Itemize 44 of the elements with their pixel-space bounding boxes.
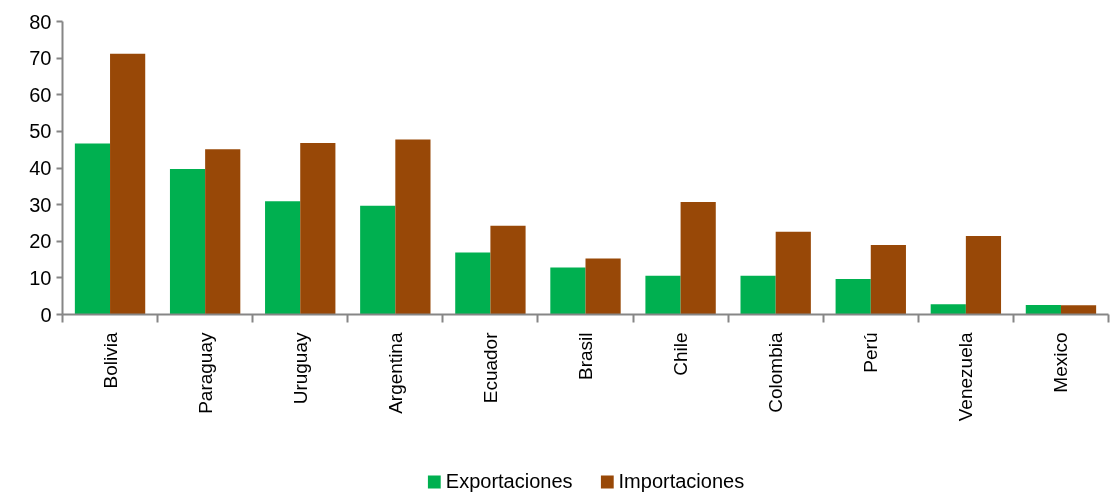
x-tick-label: Brasil xyxy=(575,332,596,381)
x-tick-label: Venezuela xyxy=(955,332,977,422)
bar xyxy=(205,149,241,315)
y-tick-label: 60 xyxy=(29,83,52,106)
bar xyxy=(455,252,491,315)
x-tick-label: Paraguay xyxy=(194,332,216,414)
bar xyxy=(1060,305,1097,315)
legend-label: Importaciones xyxy=(618,469,745,493)
legend-label: Exportaciones xyxy=(445,469,573,493)
x-tick-label: Bolivia xyxy=(99,332,121,389)
bar xyxy=(110,53,146,315)
y-tick-label: 80 xyxy=(29,10,52,33)
x-tick-label: Colombia xyxy=(765,332,787,413)
x-tick-label: Perú xyxy=(860,332,882,373)
bar xyxy=(870,244,906,315)
bar xyxy=(740,275,776,315)
y-tick-label: 50 xyxy=(29,120,52,143)
x-tick-label: Mexico xyxy=(1050,332,1072,393)
bar xyxy=(490,225,526,315)
bar xyxy=(360,205,396,315)
y-tick-label: 0 xyxy=(40,303,52,326)
x-tick-label: Chile xyxy=(670,332,692,376)
y-tick-label: 40 xyxy=(29,157,52,179)
bar xyxy=(965,236,1002,315)
x-tick-label: Ecuador xyxy=(479,331,501,404)
bar xyxy=(930,304,966,315)
bar xyxy=(645,275,681,315)
bar xyxy=(169,169,206,315)
bar xyxy=(265,201,301,315)
bar xyxy=(395,139,431,315)
x-tick-label: Uruguay xyxy=(289,332,311,405)
bar xyxy=(775,231,811,315)
bar xyxy=(585,258,621,315)
bar xyxy=(1025,304,1061,315)
y-tick-label: 20 xyxy=(29,230,52,253)
bar xyxy=(680,202,716,315)
y-tick-label: 10 xyxy=(29,266,52,289)
bar xyxy=(550,267,586,315)
y-tick-label: 30 xyxy=(29,193,52,216)
y-tick-label: 70 xyxy=(29,47,52,70)
bar xyxy=(74,143,111,315)
bar xyxy=(300,143,336,315)
bar xyxy=(835,278,871,315)
x-tick-label: Argentina xyxy=(384,332,406,414)
